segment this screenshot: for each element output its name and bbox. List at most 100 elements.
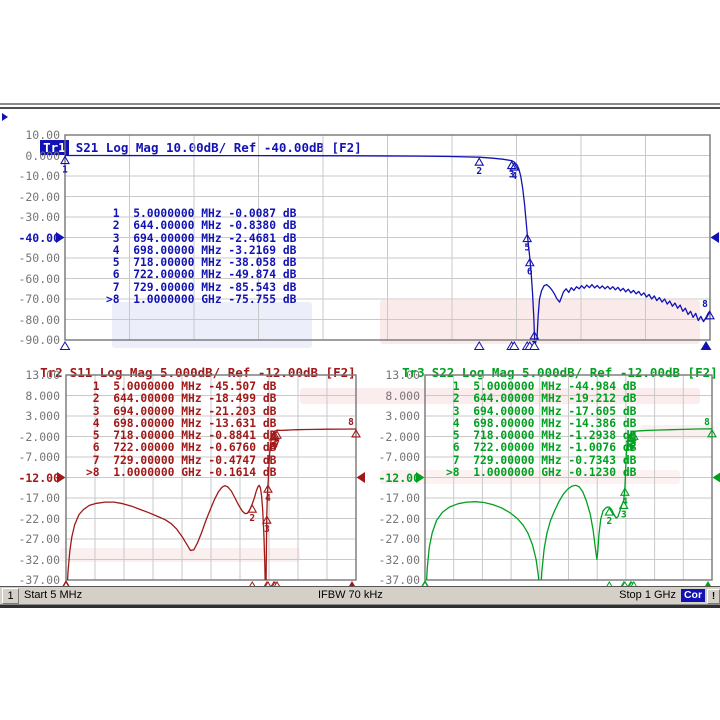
marker-row: 3 694.00000 MHz -2.4681 dB (106, 231, 297, 245)
svg-text:2: 2 (249, 513, 255, 524)
y-axis-label: -40.00 (18, 230, 60, 245)
y-axis-label: -80.00 (18, 312, 60, 327)
svg-text:4: 4 (265, 493, 271, 504)
marker-row: 2 644.00000 MHz -19.212 dB (446, 392, 637, 406)
svg-text:1: 1 (62, 165, 68, 176)
svg-text:6: 6 (527, 267, 533, 278)
svg-text:8: 8 (704, 417, 710, 428)
marker-row: 7 729.00000 MHz -0.4747 dB (86, 453, 277, 467)
marker-row: 3 694.00000 MHz -17.605 dB (446, 404, 637, 418)
y-axis-label: -7.000 (378, 450, 420, 464)
statusbar-top-border (0, 586, 720, 587)
statusbar-bottom-border (0, 604, 720, 605)
svg-text:2: 2 (606, 516, 612, 527)
plot-svg[interactable]: 12345678 (411, 365, 720, 596)
marker-table: 1 5.0000000 MHz -44.984 dB 2 644.00000 M… (446, 380, 637, 480)
channel-indicator: 1 (2, 588, 19, 604)
svg-text:6: 6 (272, 440, 278, 451)
trace3-header: Tr3 S22 Log Mag 5.000dB/ Ref -12.00dB [F2… (372, 350, 718, 395)
trace2-header: Tr2 S11 Log Mag 5.000dB/ Ref -12.00dB [F2… (10, 350, 356, 395)
marker-row: 6 722.00000 MHz -49.874 dB (106, 268, 297, 282)
y-axis-label: -20.00 (18, 189, 60, 204)
y-axis-label: -90.00 (18, 333, 60, 347)
y-axis-label: 3.000 (385, 409, 420, 423)
y-axis-label: 10.00 (25, 128, 60, 142)
svg-text:5: 5 (271, 441, 277, 452)
y-axis-label: -12.00 (18, 470, 60, 485)
screen-bottom-border (0, 605, 720, 608)
y-axis-label: 13.00 (25, 368, 60, 382)
marker-row: 4 698.00000 MHz -14.386 dB (446, 416, 637, 430)
svg-text:8: 8 (702, 299, 708, 310)
y-axis-label: -37.00 (18, 573, 60, 587)
y-axis-label: -30.00 (18, 210, 60, 224)
status-bar: 1 Start 5 MHz IFBW 70 kHz Stop 1 GHz Cor… (0, 587, 720, 604)
y-axis-label: -2.000 (18, 429, 60, 444)
y-axis-label: -27.00 (18, 532, 60, 546)
y-axis-label: -27.00 (378, 532, 420, 546)
y-axis-label: 13.00 (385, 368, 420, 382)
marker-row: 5 718.00000 MHz -0.8841 dB (86, 429, 277, 443)
y-axis-label: 8.000 (25, 388, 60, 403)
y-axis-label: -22.00 (18, 511, 60, 526)
trace1-header: Tr1 S21 Log Mag 10.00dB/ Ref -40.00dB [F2… (2, 110, 362, 170)
y-axis-label: -2.000 (378, 429, 420, 444)
y-axis-label: -32.00 (18, 552, 60, 567)
trace1-format-label: S21 Log Mag 10.00dB/ Ref -40.00dB [F2] (75, 140, 362, 155)
marker-row: >8 1.0000000 GHz -75.755 dB (106, 293, 297, 307)
svg-text:3: 3 (509, 170, 515, 181)
trace2-format-label: S11 Log Mag 5.000dB/ Ref -12.00dB [F2] (69, 365, 356, 380)
y-axis-label: -60.00 (18, 271, 60, 286)
marker-table: 1 5.0000000 MHz -45.507 dB 2 644.00000 M… (86, 380, 277, 479)
svg-text:2: 2 (476, 166, 482, 177)
marker-row: 1 5.0000000 MHz -0.0087 dB (106, 207, 297, 220)
y-axis-label: -32.00 (378, 552, 420, 567)
trace1-button[interactable]: Tr1 (40, 140, 69, 155)
marker-row: >8 1.0000000 GHz -0.1230 dB (446, 466, 637, 480)
y-axis-label: -17.00 (378, 491, 420, 505)
warning-indicator: ! (707, 589, 720, 604)
svg-text:7: 7 (631, 440, 637, 451)
svg-text:3: 3 (621, 509, 627, 520)
trace3-format-label: S22 Log Mag 5.000dB/ Ref -12.00dB [F2] (431, 365, 718, 380)
y-axis-label: 0.000 (25, 148, 60, 163)
svg-text:4: 4 (511, 171, 517, 182)
marker-table: 1 5.0000000 MHz -0.0087 dB 2 644.00000 M… (106, 207, 297, 307)
active-trace-indicator-icon (2, 113, 8, 121)
marker-row: 1 5.0000000 MHz -45.507 dB (86, 380, 277, 393)
svg-text:7: 7 (274, 439, 280, 450)
marker-row: 4 698.00000 MHz -3.2169 dB (106, 243, 297, 257)
svg-text:6: 6 (629, 441, 635, 452)
y-axis-label: -12.00 (378, 470, 420, 485)
screen-top-border (0, 103, 720, 105)
marker-row: 4 698.00000 MHz -13.631 dB (86, 416, 277, 430)
marker-row: 3 694.00000 MHz -21.203 dB (86, 404, 277, 418)
svg-text:8: 8 (348, 417, 354, 428)
marker-row: 5 718.00000 MHz -1.2938 dB (446, 429, 637, 443)
plot-svg[interactable]: 12345678 (51, 125, 720, 356)
y-axis-label: -37.00 (378, 573, 420, 587)
marker-row: 2 644.00000 MHz -0.8380 dB (106, 219, 297, 233)
start-frequency-label: Start 5 MHz (24, 589, 83, 601)
y-axis-label: -50.00 (18, 251, 60, 265)
y-axis-label: -70.00 (18, 292, 60, 306)
y-axis-label: -7.000 (18, 450, 60, 464)
marker-row: 7 729.00000 MHz -0.7343 dB (446, 453, 637, 467)
svg-text:3: 3 (264, 524, 270, 535)
svg-text:5: 5 (524, 243, 530, 254)
marker-row: 6 722.00000 MHz -1.0076 dB (446, 441, 637, 455)
marker-row: 6 722.00000 MHz -0.6760 dB (86, 441, 277, 455)
marker-row: 7 729.00000 MHz -85.543 dB (106, 280, 297, 294)
y-axis-label: -10.00 (18, 169, 60, 183)
marker-row: 2 644.00000 MHz -18.499 dB (86, 392, 277, 406)
ifbw-label: IFBW 70 kHz (318, 589, 383, 601)
trace2-button[interactable]: Tr2 (40, 365, 63, 380)
trace3-button[interactable]: Tr3 (402, 365, 425, 380)
y-axis-label: 8.000 (385, 388, 420, 403)
y-axis-label: 3.000 (25, 409, 60, 423)
y-axis-label: -22.00 (378, 511, 420, 526)
marker-row: 5 718.00000 MHz -38.058 dB (106, 256, 297, 270)
svg-text:5: 5 (628, 443, 634, 454)
